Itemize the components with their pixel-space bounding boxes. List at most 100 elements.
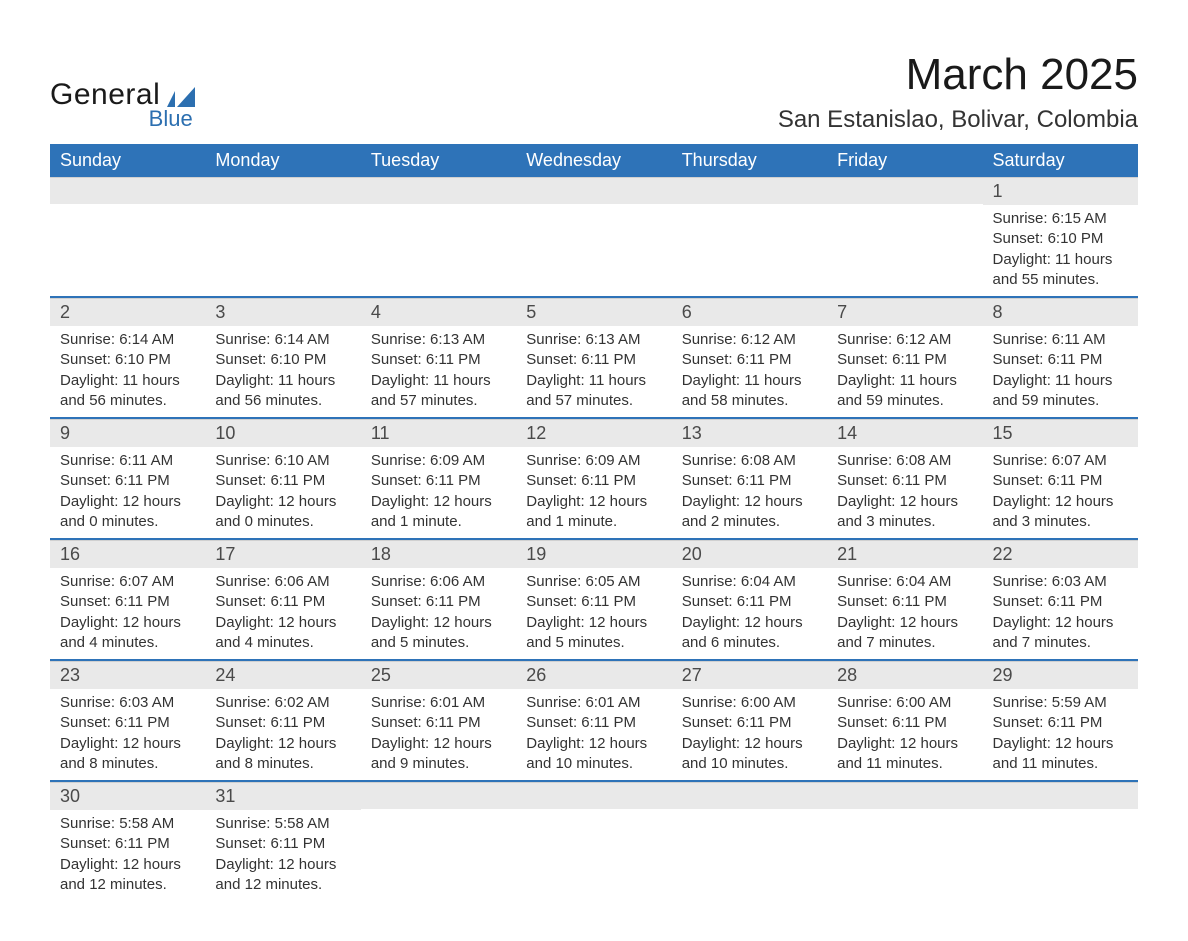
day-sunset: Sunset: 6:11 PM (682, 471, 817, 491)
day-daylight2: and 12 minutes. (215, 875, 350, 895)
day-daylight2: and 8 minutes. (60, 754, 195, 774)
day-daylight2: and 57 minutes. (371, 391, 506, 411)
day-sunrise: Sunrise: 6:06 AM (215, 572, 350, 592)
day-sunset: Sunset: 6:11 PM (993, 350, 1128, 370)
day-number: 31 (205, 782, 360, 810)
calendar-day-cell: 6Sunrise: 6:12 AMSunset: 6:11 PMDaylight… (672, 297, 827, 418)
day-sunrise: Sunrise: 5:58 AM (215, 814, 350, 834)
day-sunrise: Sunrise: 6:13 AM (371, 330, 506, 350)
weekday-header: Wednesday (516, 144, 671, 177)
day-sunrise: Sunrise: 6:11 AM (60, 451, 195, 471)
calendar-day-cell: 4Sunrise: 6:13 AMSunset: 6:11 PMDaylight… (361, 297, 516, 418)
day-daylight1: Daylight: 12 hours (60, 492, 195, 512)
day-body: Sunrise: 5:58 AMSunset: 6:11 PMDaylight:… (205, 810, 360, 901)
day-body-empty (983, 809, 1138, 889)
calendar-day-cell (361, 177, 516, 297)
day-number: 17 (205, 540, 360, 568)
day-body-empty (672, 809, 827, 889)
calendar-day-cell: 20Sunrise: 6:04 AMSunset: 6:11 PMDayligh… (672, 539, 827, 660)
day-body-empty (361, 809, 516, 889)
day-body: Sunrise: 6:13 AMSunset: 6:11 PMDaylight:… (361, 326, 516, 417)
day-sunrise: Sunrise: 6:09 AM (526, 451, 661, 471)
day-daylight2: and 11 minutes. (993, 754, 1128, 774)
day-sunset: Sunset: 6:11 PM (215, 471, 350, 491)
day-daylight1: Daylight: 12 hours (682, 492, 817, 512)
calendar-day-cell: 31Sunrise: 5:58 AMSunset: 6:11 PMDayligh… (205, 781, 360, 901)
calendar-day-cell: 30Sunrise: 5:58 AMSunset: 6:11 PMDayligh… (50, 781, 205, 901)
day-body: Sunrise: 5:59 AMSunset: 6:11 PMDaylight:… (983, 689, 1138, 780)
day-body: Sunrise: 6:02 AMSunset: 6:11 PMDaylight:… (205, 689, 360, 780)
calendar-day-cell (983, 781, 1138, 901)
day-body: Sunrise: 6:00 AMSunset: 6:11 PMDaylight:… (672, 689, 827, 780)
calendar-week-row: 30Sunrise: 5:58 AMSunset: 6:11 PMDayligh… (50, 781, 1138, 901)
calendar-day-cell: 17Sunrise: 6:06 AMSunset: 6:11 PMDayligh… (205, 539, 360, 660)
day-number: 19 (516, 540, 671, 568)
day-body-empty (672, 204, 827, 284)
calendar-day-cell: 18Sunrise: 6:06 AMSunset: 6:11 PMDayligh… (361, 539, 516, 660)
day-daylight2: and 3 minutes. (993, 512, 1128, 532)
day-sunrise: Sunrise: 6:04 AM (682, 572, 817, 592)
day-number-empty (205, 177, 360, 204)
day-daylight2: and 4 minutes. (60, 633, 195, 653)
calendar-day-cell (827, 781, 982, 901)
day-sunrise: Sunrise: 6:04 AM (837, 572, 972, 592)
day-daylight2: and 3 minutes. (837, 512, 972, 532)
day-sunset: Sunset: 6:11 PM (526, 350, 661, 370)
day-daylight2: and 10 minutes. (682, 754, 817, 774)
day-number: 2 (50, 298, 205, 326)
day-sunrise: Sunrise: 6:14 AM (215, 330, 350, 350)
day-daylight1: Daylight: 11 hours (215, 371, 350, 391)
day-daylight2: and 6 minutes. (682, 633, 817, 653)
day-number: 27 (672, 661, 827, 689)
calendar-table: SundayMondayTuesdayWednesdayThursdayFrid… (50, 144, 1138, 901)
day-daylight2: and 0 minutes. (60, 512, 195, 532)
day-body: Sunrise: 6:14 AMSunset: 6:10 PMDaylight:… (205, 326, 360, 417)
calendar-day-cell (516, 177, 671, 297)
day-sunset: Sunset: 6:11 PM (215, 834, 350, 854)
day-sunset: Sunset: 6:11 PM (60, 713, 195, 733)
day-daylight1: Daylight: 12 hours (526, 492, 661, 512)
day-number: 12 (516, 419, 671, 447)
day-daylight2: and 59 minutes. (837, 391, 972, 411)
day-body-empty (827, 204, 982, 284)
day-daylight1: Daylight: 12 hours (60, 613, 195, 633)
day-body: Sunrise: 6:01 AMSunset: 6:11 PMDaylight:… (361, 689, 516, 780)
day-sunset: Sunset: 6:11 PM (837, 350, 972, 370)
day-daylight2: and 9 minutes. (371, 754, 506, 774)
day-sunrise: Sunrise: 6:15 AM (993, 209, 1128, 229)
calendar-week-row: 1Sunrise: 6:15 AMSunset: 6:10 PMDaylight… (50, 177, 1138, 297)
day-number: 9 (50, 419, 205, 447)
brand-name-main: General (50, 78, 160, 111)
calendar-week-row: 9Sunrise: 6:11 AMSunset: 6:11 PMDaylight… (50, 418, 1138, 539)
day-daylight1: Daylight: 12 hours (215, 734, 350, 754)
day-body-empty (516, 204, 671, 284)
day-number-empty (983, 782, 1138, 809)
day-sunset: Sunset: 6:11 PM (993, 592, 1128, 612)
day-sunset: Sunset: 6:10 PM (215, 350, 350, 370)
day-body: Sunrise: 6:00 AMSunset: 6:11 PMDaylight:… (827, 689, 982, 780)
day-body: Sunrise: 6:11 AMSunset: 6:11 PMDaylight:… (983, 326, 1138, 417)
day-sunrise: Sunrise: 6:07 AM (60, 572, 195, 592)
day-number: 3 (205, 298, 360, 326)
calendar-day-cell: 16Sunrise: 6:07 AMSunset: 6:11 PMDayligh… (50, 539, 205, 660)
day-daylight1: Daylight: 12 hours (60, 734, 195, 754)
day-daylight1: Daylight: 12 hours (993, 734, 1128, 754)
day-daylight1: Daylight: 12 hours (682, 734, 817, 754)
day-sunrise: Sunrise: 6:10 AM (215, 451, 350, 471)
day-body: Sunrise: 6:09 AMSunset: 6:11 PMDaylight:… (516, 447, 671, 538)
day-number-empty (361, 782, 516, 809)
day-body: Sunrise: 6:03 AMSunset: 6:11 PMDaylight:… (983, 568, 1138, 659)
calendar-day-cell (361, 781, 516, 901)
day-number: 21 (827, 540, 982, 568)
day-daylight1: Daylight: 12 hours (371, 734, 506, 754)
day-sunset: Sunset: 6:11 PM (993, 713, 1128, 733)
day-sunset: Sunset: 6:11 PM (60, 834, 195, 854)
day-daylight1: Daylight: 12 hours (993, 492, 1128, 512)
page-header: General Blue March 2025 San Estanislao, … (50, 50, 1138, 134)
weekday-header: Thursday (672, 144, 827, 177)
day-number: 10 (205, 419, 360, 447)
day-sunset: Sunset: 6:11 PM (371, 592, 506, 612)
calendar-day-cell: 5Sunrise: 6:13 AMSunset: 6:11 PMDaylight… (516, 297, 671, 418)
calendar-day-cell: 29Sunrise: 5:59 AMSunset: 6:11 PMDayligh… (983, 660, 1138, 781)
calendar-day-cell: 11Sunrise: 6:09 AMSunset: 6:11 PMDayligh… (361, 418, 516, 539)
